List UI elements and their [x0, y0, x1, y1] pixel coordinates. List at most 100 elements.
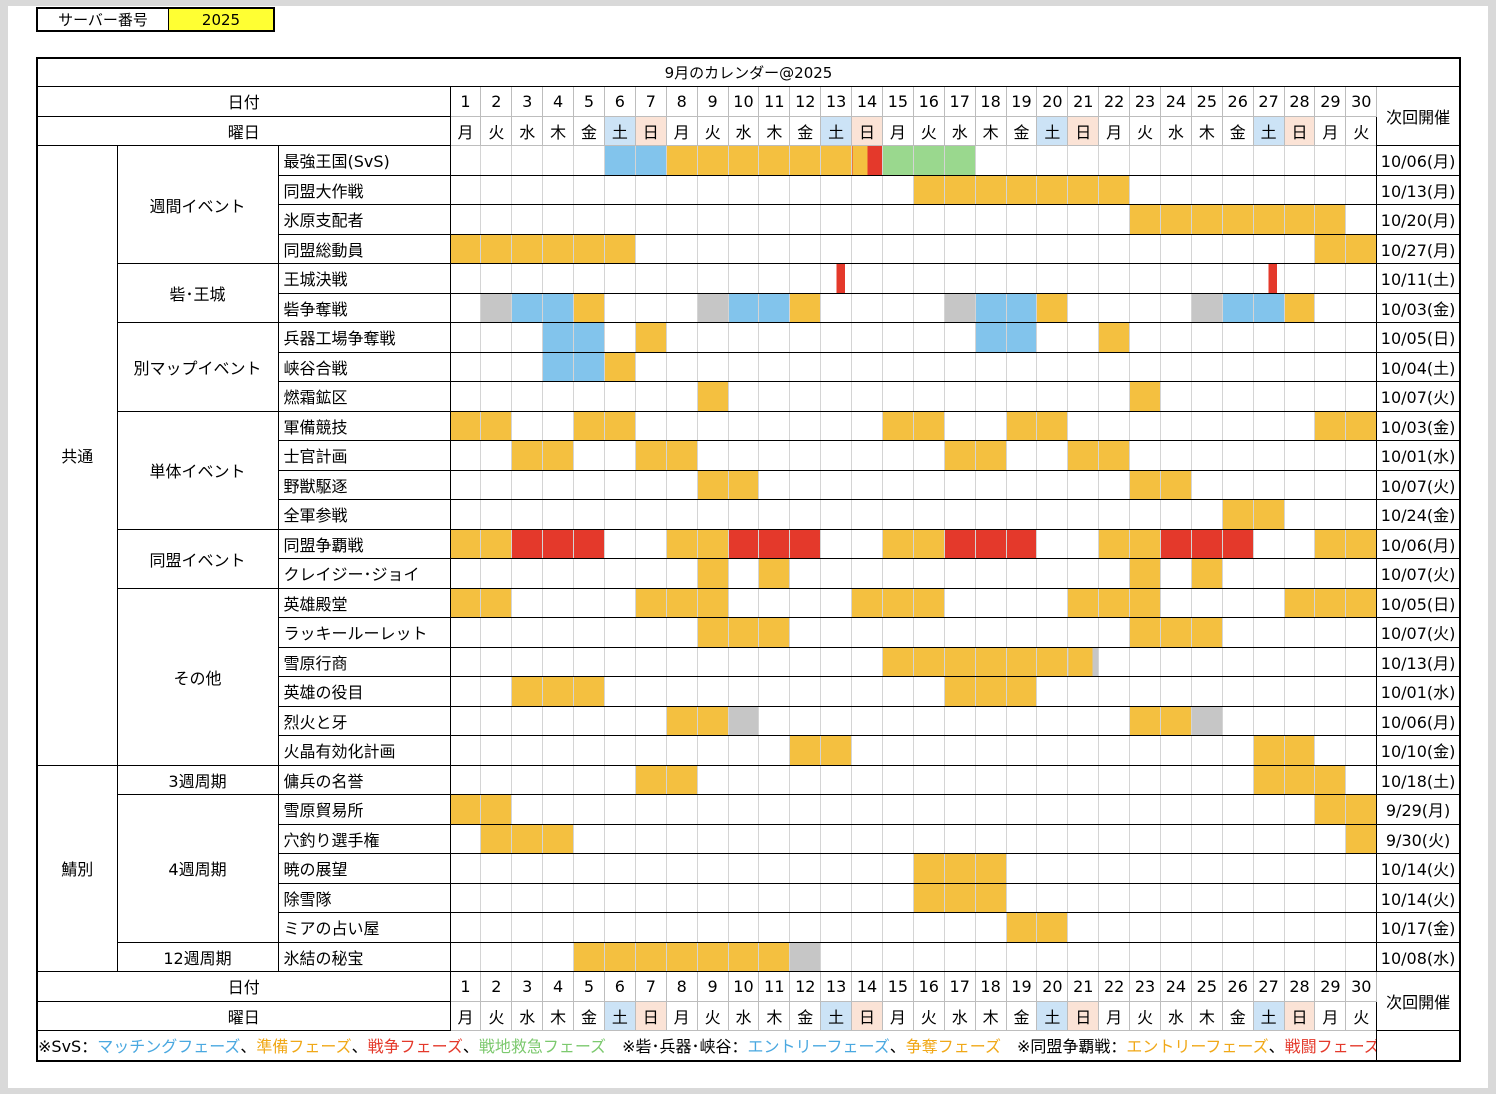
schedule-cell[interactable]	[1345, 764, 1378, 795]
schedule-cell[interactable]	[511, 676, 544, 707]
schedule-cell[interactable]	[912, 735, 945, 766]
schedule-cell[interactable]	[1345, 912, 1378, 943]
schedule-cell[interactable]	[1221, 705, 1254, 736]
schedule-cell[interactable]	[696, 853, 729, 884]
schedule-cell[interactable]	[1036, 410, 1069, 441]
schedule-cell[interactable]	[727, 735, 760, 766]
schedule-cell[interactable]	[696, 617, 729, 648]
schedule-cell[interactable]	[1036, 351, 1069, 382]
schedule-cell[interactable]	[912, 882, 945, 913]
schedule-cell[interactable]	[573, 145, 605, 176]
schedule-cell[interactable]	[1252, 499, 1285, 530]
schedule-cell[interactable]	[1036, 794, 1069, 825]
schedule-cell[interactable]	[727, 823, 760, 854]
schedule-cell[interactable]	[1314, 351, 1347, 382]
schedule-cell[interactable]	[851, 853, 883, 884]
schedule-cell[interactable]	[1190, 705, 1223, 736]
schedule-cell[interactable]	[1283, 440, 1316, 471]
schedule-cell[interactable]	[789, 558, 822, 589]
schedule-cell[interactable]	[727, 676, 760, 707]
schedule-cell[interactable]	[542, 499, 575, 530]
schedule-cell[interactable]	[696, 469, 729, 500]
schedule-cell[interactable]	[696, 794, 729, 825]
schedule-cell[interactable]	[1190, 823, 1223, 854]
schedule-cell[interactable]	[634, 941, 667, 972]
schedule-cell[interactable]	[542, 145, 575, 176]
schedule-cell[interactable]	[696, 558, 729, 589]
schedule-cell[interactable]	[573, 440, 605, 471]
schedule-cell[interactable]	[912, 794, 945, 825]
schedule-cell[interactable]	[912, 469, 945, 500]
schedule-cell[interactable]	[1098, 941, 1131, 972]
schedule-cell[interactable]	[1005, 587, 1038, 618]
schedule-cell[interactable]	[1129, 469, 1161, 500]
schedule-cell[interactable]	[1252, 587, 1285, 618]
schedule-cell[interactable]	[851, 764, 883, 795]
schedule-cell[interactable]	[1283, 735, 1316, 766]
schedule-cell[interactable]	[480, 440, 513, 471]
schedule-cell[interactable]	[912, 351, 945, 382]
schedule-cell[interactable]	[665, 204, 698, 235]
schedule-cell[interactable]	[449, 499, 482, 530]
schedule-cell[interactable]	[1036, 440, 1069, 471]
schedule-cell[interactable]	[1067, 292, 1100, 323]
schedule-cell[interactable]	[1036, 381, 1069, 412]
schedule-cell[interactable]	[1067, 941, 1100, 972]
schedule-cell[interactable]	[1129, 233, 1161, 264]
schedule-cell[interactable]	[943, 499, 976, 530]
schedule-cell[interactable]	[1345, 735, 1378, 766]
schedule-cell[interactable]	[449, 587, 482, 618]
schedule-cell[interactable]	[1129, 263, 1161, 294]
schedule-cell[interactable]	[573, 617, 605, 648]
schedule-cell[interactable]	[912, 381, 945, 412]
schedule-cell[interactable]	[480, 410, 513, 441]
schedule-cell[interactable]	[634, 263, 667, 294]
schedule-cell[interactable]	[449, 204, 482, 235]
schedule-cell[interactable]	[573, 174, 605, 205]
schedule-cell[interactable]	[696, 705, 729, 736]
schedule-cell[interactable]	[696, 882, 729, 913]
schedule-cell[interactable]	[789, 410, 822, 441]
schedule-cell[interactable]	[1252, 381, 1285, 412]
schedule-cell[interactable]	[603, 794, 636, 825]
schedule-cell[interactable]	[758, 853, 791, 884]
schedule-cell[interactable]	[1345, 145, 1378, 176]
schedule-cell[interactable]	[1036, 882, 1069, 913]
schedule-cell[interactable]	[1190, 322, 1223, 353]
schedule-cell[interactable]	[696, 263, 729, 294]
schedule-cell[interactable]	[573, 823, 605, 854]
schedule-cell[interactable]	[1221, 794, 1254, 825]
schedule-cell[interactable]	[974, 617, 1007, 648]
schedule-cell[interactable]	[974, 558, 1007, 589]
schedule-cell[interactable]	[696, 440, 729, 471]
schedule-cell[interactable]	[820, 263, 853, 294]
schedule-cell[interactable]	[1098, 882, 1131, 913]
schedule-cell[interactable]	[1252, 204, 1285, 235]
schedule-cell[interactable]	[758, 233, 791, 264]
schedule-cell[interactable]	[943, 469, 976, 500]
schedule-cell[interactable]	[480, 174, 513, 205]
schedule-cell[interactable]	[665, 263, 698, 294]
schedule-cell[interactable]	[1129, 322, 1161, 353]
schedule-cell[interactable]	[912, 617, 945, 648]
schedule-cell[interactable]	[542, 882, 575, 913]
schedule-cell[interactable]	[1252, 882, 1285, 913]
schedule-cell[interactable]	[665, 351, 698, 382]
schedule-cell[interactable]	[1159, 853, 1192, 884]
schedule-cell[interactable]	[1067, 617, 1100, 648]
schedule-cell[interactable]	[1098, 823, 1131, 854]
schedule-cell[interactable]	[851, 735, 883, 766]
schedule-cell[interactable]	[1221, 233, 1254, 264]
schedule-cell[interactable]	[1129, 676, 1161, 707]
schedule-cell[interactable]	[851, 145, 883, 176]
schedule-cell[interactable]	[758, 587, 791, 618]
schedule-cell[interactable]	[820, 558, 853, 589]
schedule-cell[interactable]	[1067, 499, 1100, 530]
schedule-cell[interactable]	[573, 381, 605, 412]
schedule-cell[interactable]	[912, 676, 945, 707]
schedule-cell[interactable]	[480, 322, 513, 353]
schedule-cell[interactable]	[603, 764, 636, 795]
schedule-cell[interactable]	[820, 794, 853, 825]
schedule-cell[interactable]	[573, 676, 605, 707]
schedule-cell[interactable]	[480, 794, 513, 825]
